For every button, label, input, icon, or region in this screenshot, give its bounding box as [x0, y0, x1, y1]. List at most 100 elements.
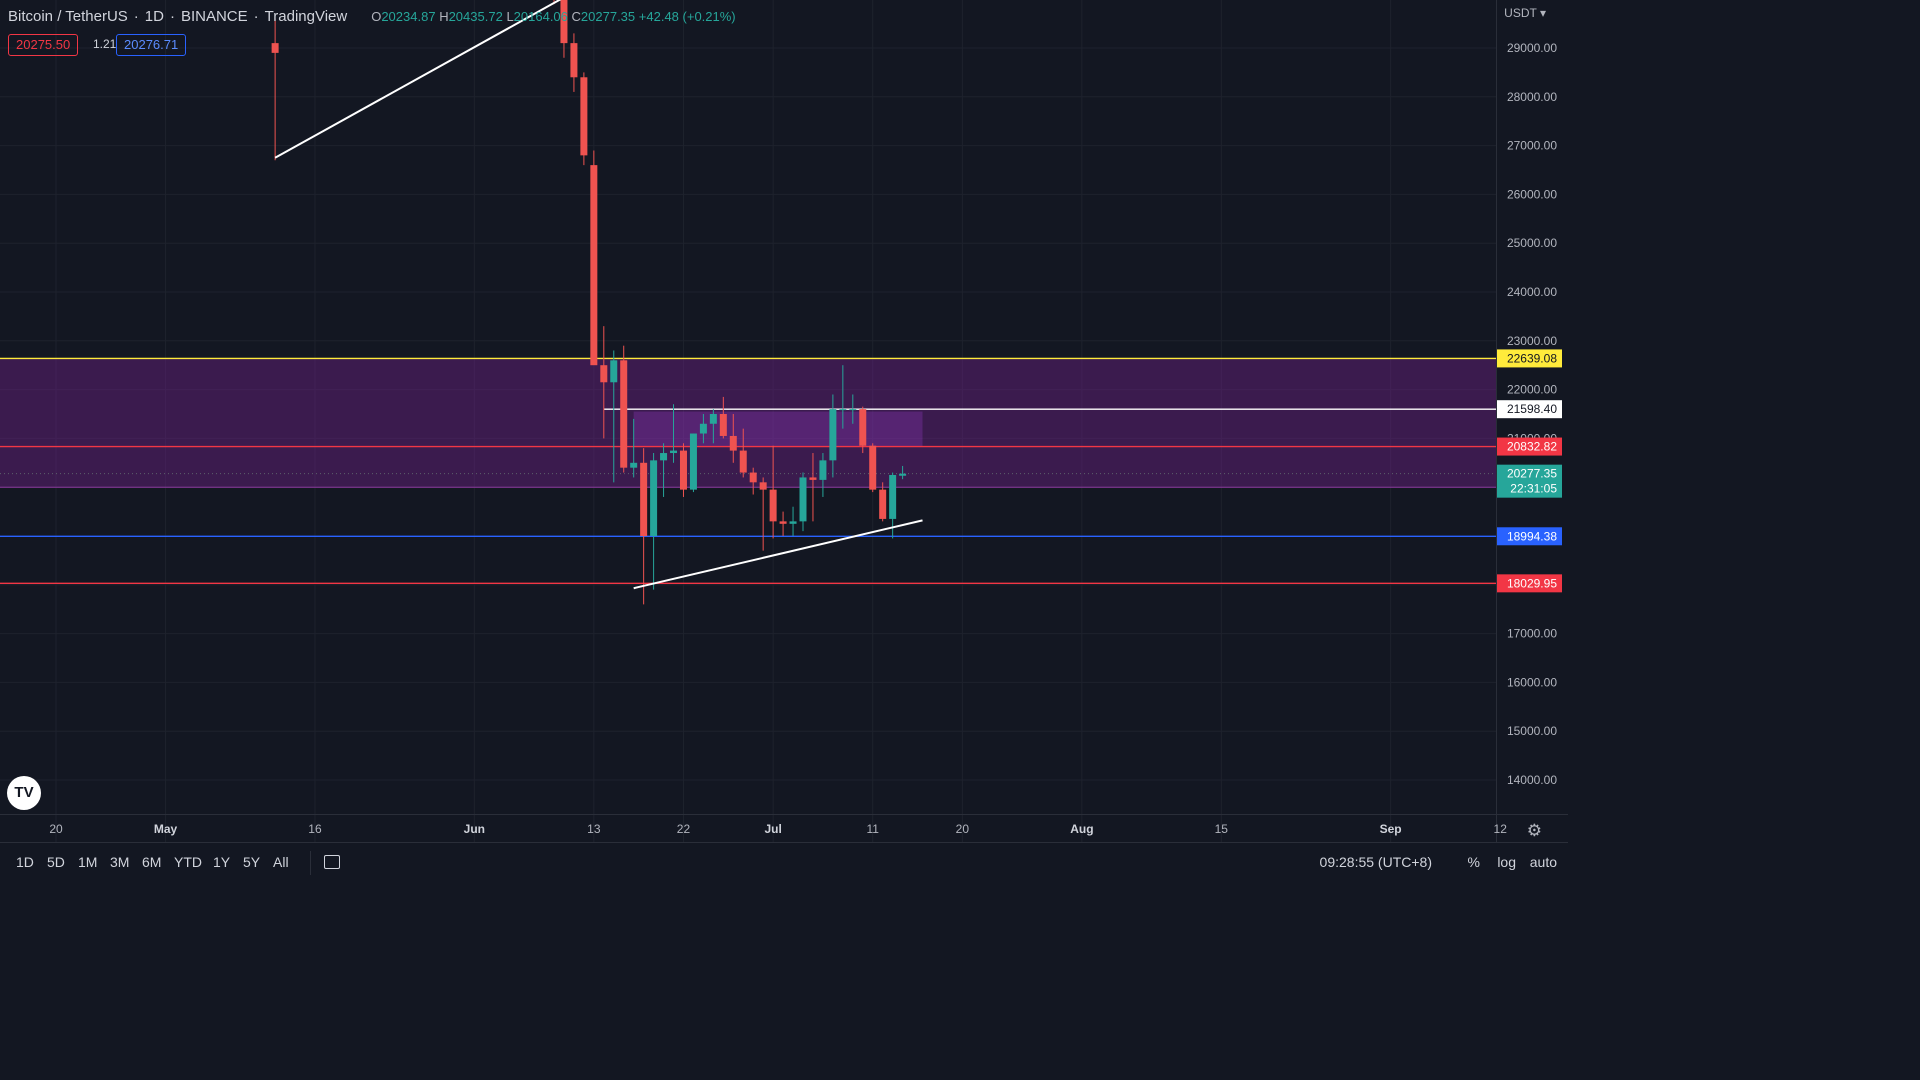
price-tick-label: 29000.00	[1507, 41, 1557, 55]
currency-selector[interactable]: USDT ▾	[1504, 6, 1546, 20]
candle-body	[670, 450, 678, 454]
range-ytd-button[interactable]: YTD	[174, 854, 202, 870]
plot-area	[0, 0, 1496, 842]
range-5y-button[interactable]: 5Y	[243, 854, 261, 870]
candle-body	[580, 77, 588, 156]
candle-body	[640, 462, 648, 536]
time-tick-label: Jun	[464, 822, 485, 836]
price-level-tag-label: 22639.08	[1507, 351, 1557, 365]
price-chart[interactable]: 29000.00 28000.00 27000.00 26000.00 25000.00…	[0, 0, 1568, 842]
candle-body	[699, 423, 707, 434]
candle-body	[899, 473, 907, 476]
candle-body	[809, 477, 817, 480]
spread-value: 1.21	[93, 37, 117, 51]
tradingview-logo[interactable]: TV	[7, 776, 41, 810]
price-tick-label: 26000.00	[1507, 187, 1557, 201]
candle-body	[859, 409, 867, 446]
candle-body	[630, 462, 638, 468]
log-toggle[interactable]: log	[1497, 854, 1516, 870]
time-tick-label: 13	[587, 822, 601, 836]
auto-toggle[interactable]: auto	[1529, 854, 1557, 870]
toolbar-divider	[310, 851, 311, 875]
time-tick-label: Sep	[1380, 822, 1402, 836]
symbol-header: Bitcoin / TetherUS · 1D · BINANCE · Trad…	[8, 8, 736, 25]
trendline	[274, 0, 562, 159]
price-level-tag	[1497, 527, 1562, 546]
time-tick-label: 20	[49, 822, 63, 836]
current-price-label: 20277.35	[1507, 467, 1557, 481]
price-tick-label: 23000.00	[1507, 334, 1557, 348]
time-tick-label: Aug	[1070, 822, 1093, 836]
price-tick-label: 27000.00	[1507, 139, 1557, 153]
time-tick-label: 15	[1215, 822, 1229, 836]
price-tick-label: 28000.00	[1507, 90, 1557, 104]
candle-body	[749, 472, 757, 483]
candle-body	[689, 433, 697, 490]
trendline	[633, 519, 923, 590]
interval-label[interactable]: 1D	[144, 8, 164, 25]
range-all-button[interactable]: All	[273, 854, 289, 870]
candle-body	[719, 414, 727, 436]
current-price-tag	[1497, 464, 1562, 498]
candle-body	[679, 450, 687, 490]
open-value: 20234.87	[381, 9, 436, 24]
high-value: 20435.72	[448, 9, 503, 24]
candle-body	[759, 482, 767, 490]
symbol-name[interactable]: Bitcoin / TetherUS	[8, 8, 128, 25]
price-level-tag-label: 18994.38	[1507, 529, 1557, 543]
sell-button[interactable]: 20275.50	[8, 34, 79, 56]
price-tick-label: 25000.00	[1507, 236, 1557, 250]
range-1m-button[interactable]: 1M	[78, 854, 98, 870]
calendar-icon[interactable]	[324, 855, 340, 869]
range-1d-button[interactable]: 1D	[16, 854, 34, 870]
price-level-tag	[1497, 437, 1562, 456]
countdown-label: 22:31:05	[1510, 482, 1557, 496]
price-level-tag-label: 21598.40	[1507, 402, 1557, 416]
candle-body	[839, 409, 847, 411]
candle-body	[610, 360, 618, 383]
candle-body	[819, 460, 827, 480]
candle-body	[779, 521, 787, 524]
time-tick-label: 22	[677, 822, 691, 836]
range-6m-button[interactable]: 6M	[142, 854, 162, 870]
chevron-down-icon: ▾	[1539, 6, 1546, 20]
candle-body	[849, 409, 857, 411]
close-value: 20277.35	[580, 9, 636, 24]
candle-body	[570, 43, 578, 78]
candle-body	[729, 435, 737, 451]
low-value: 20164.06	[513, 9, 568, 24]
range-5d-button[interactable]: 5D	[47, 854, 65, 870]
time-tick-label: May	[154, 822, 178, 836]
candle-body	[739, 450, 747, 473]
price-tick-label: 15000.00	[1507, 724, 1557, 738]
time-tick-label: 16	[308, 822, 322, 836]
settings-gear-icon[interactable]: ⚙	[1526, 821, 1542, 840]
zone-rect	[633, 411, 923, 447]
candle-body	[789, 521, 797, 524]
candle-body	[829, 409, 837, 461]
price-tick-label: 14000.00	[1507, 773, 1557, 787]
candle-body	[799, 477, 807, 522]
candle-body	[560, 0, 568, 44]
price-tick-label: 16000.00	[1507, 675, 1557, 689]
time-tick-label: 12	[1494, 822, 1508, 836]
candle-body	[869, 445, 877, 490]
candle-body	[600, 365, 608, 383]
percent-toggle[interactable]: %	[1467, 854, 1480, 870]
exchange-label: BINANCE	[180, 8, 248, 25]
price-level-tag	[1497, 574, 1562, 593]
price-level-tag-label: 20832.82	[1507, 440, 1557, 454]
range-3m-button[interactable]: 3M	[110, 854, 130, 870]
time-tick-label: 11	[866, 822, 879, 836]
price-tick-label: 17000.00	[1507, 627, 1557, 641]
ohlc-values: O20234.87 H20435.72 L20164.06 C20277.35 …	[371, 9, 736, 24]
range-1y-button[interactable]: 1Y	[213, 854, 231, 870]
clock-timezone[interactable]: 09:28:55 (UTC+8)	[1319, 854, 1432, 870]
candle-body	[620, 360, 628, 468]
zone-rect	[0, 358, 1496, 488]
buy-button[interactable]: 20276.71	[116, 34, 187, 56]
source-label: TradingView	[264, 8, 348, 25]
candle-body	[769, 489, 777, 522]
candle-body	[590, 165, 598, 366]
price-level-tag	[1497, 349, 1562, 368]
